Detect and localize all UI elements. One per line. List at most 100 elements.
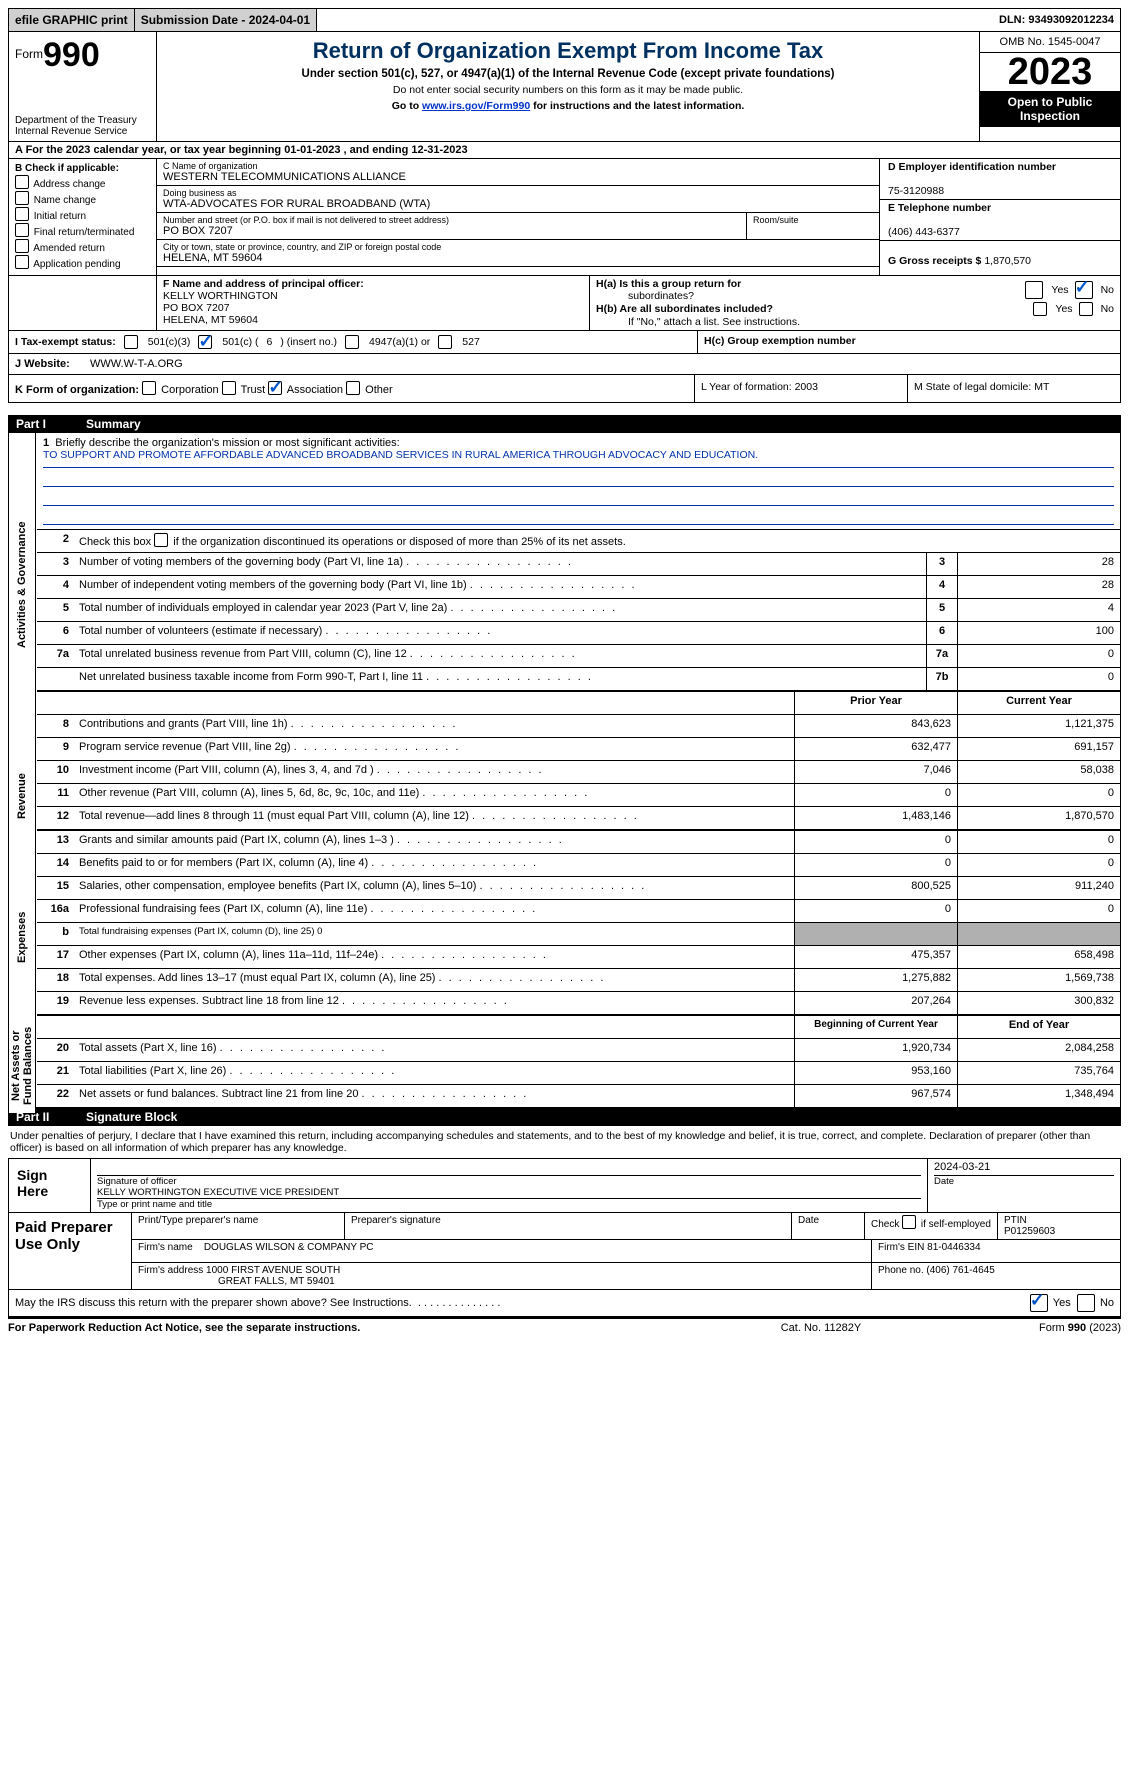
501c-num: 6 [267, 336, 273, 348]
row-box: 5 [926, 599, 957, 621]
row-box: 7a [926, 645, 957, 667]
sig-date-value: 2024-03-21 [934, 1161, 1114, 1176]
row-current: 1,569,738 [957, 969, 1120, 991]
org-name-cell: C Name of organization WESTERN TELECOMMU… [157, 159, 879, 186]
corp-checkbox[interactable] [142, 381, 156, 395]
row-desc: Total fundraising expenses (Part IX, col… [73, 923, 794, 945]
gross-cell: G Gross receipts $ 1,870,570 [880, 241, 1120, 275]
boxb-option[interactable]: Name change [15, 191, 150, 206]
ha-yes-checkbox[interactable] [1025, 281, 1043, 299]
box-b-title: B Check if applicable: [15, 163, 150, 174]
street-row: Number and street (or P.O. box if mail i… [157, 213, 879, 240]
row-desc: Other revenue (Part VIII, column (A), li… [73, 784, 794, 806]
row-prior: 1,920,734 [794, 1039, 957, 1061]
city-label: City or town, state or province, country… [163, 242, 873, 252]
501c3-checkbox[interactable] [124, 335, 138, 349]
self-employed-checkbox[interactable] [902, 1215, 916, 1229]
firm-ein-cell: Firm's EIN 81-0446334 [872, 1240, 1120, 1262]
summary-body: 1 Briefly describe the organization's mi… [37, 433, 1120, 1107]
line1-block: 1 Briefly describe the organization's mi… [37, 433, 1120, 529]
boxb-option[interactable]: Initial return [15, 207, 150, 222]
row-num: 12 [37, 807, 73, 829]
501c-post: ) (insert no.) [280, 336, 337, 348]
firm-name-label: Firm's name [138, 1242, 195, 1253]
4947-checkbox[interactable] [345, 335, 359, 349]
boxb-checkbox[interactable] [15, 207, 29, 221]
row-prior: 0 [794, 831, 957, 853]
boxb-checkbox[interactable] [15, 191, 29, 205]
discuss-no-checkbox[interactable] [1077, 1294, 1095, 1312]
boxb-option[interactable]: Amended return [15, 239, 150, 254]
ha-no-checkbox[interactable] [1075, 281, 1093, 299]
row-prior: 1,483,146 [794, 807, 957, 829]
527-checkbox[interactable] [438, 335, 452, 349]
officer-addr2: HELENA, MT 59604 [163, 314, 258, 326]
row-prior: 0 [794, 784, 957, 806]
row-j: J Website: WWW.W-T-A.ORG [8, 354, 1121, 375]
row-num [37, 668, 73, 690]
discuss-yes-checkbox[interactable] [1030, 1294, 1048, 1312]
line2-desc: Check this box if the organization disco… [73, 530, 1120, 552]
firm-phone-value: (406) 761-4645 [926, 1265, 994, 1276]
row-desc: Net assets or fund balances. Subtract li… [73, 1085, 794, 1107]
box-k: K Form of organization: Corporation Trus… [9, 375, 695, 402]
ssn-note: Do not enter social security numbers on … [161, 84, 975, 96]
hb-note: If "No," attach a list. See instructions… [596, 316, 1114, 328]
501c-checkbox[interactable] [198, 335, 212, 349]
dba-cell: Doing business as WTA-ADVOCATES FOR RURA… [157, 186, 879, 213]
boxb-option[interactable]: Address change [15, 175, 150, 190]
efile-print-button[interactable]: efile GRAPHIC print [9, 9, 135, 31]
summary-row: 3Number of voting members of the governi… [37, 552, 1120, 575]
mission-blank2 [43, 487, 1114, 506]
box-b: B Check if applicable: Address change Na… [9, 159, 157, 275]
row-num: 22 [37, 1085, 73, 1107]
street-label: Number and street (or P.O. box if mail i… [163, 215, 740, 225]
summary-row: 21Total liabilities (Part X, line 26) 95… [37, 1061, 1120, 1084]
current-year-header: Current Year [957, 692, 1120, 714]
summary-row: 15Salaries, other compensation, employee… [37, 876, 1120, 899]
box-l: L Year of formation: 2003 [695, 375, 908, 402]
other-checkbox[interactable] [346, 381, 360, 395]
block-bcd: B Check if applicable: Address change Na… [8, 159, 1121, 275]
527: 527 [462, 336, 480, 348]
boxb-option[interactable]: Final return/terminated [15, 223, 150, 238]
row-current: 691,157 [957, 738, 1120, 760]
row-current: 1,870,570 [957, 807, 1120, 829]
prep-selfemp: Check if self-employed [865, 1213, 998, 1239]
website-label: J Website: [15, 358, 90, 370]
row-current: 58,038 [957, 761, 1120, 783]
mission-blank3 [43, 506, 1114, 525]
firm-addr-label: Firm's address [138, 1265, 206, 1276]
dept-treasury: Department of the Treasury [15, 115, 150, 126]
hb-no-checkbox[interactable] [1079, 302, 1093, 316]
boxb-option[interactable]: Application pending [15, 255, 150, 270]
row-box: 4 [926, 576, 957, 598]
boxb-checkbox[interactable] [15, 239, 29, 253]
tax-exempt-status: I Tax-exempt status: 501(c)(3) 501(c) (6… [9, 331, 698, 353]
row-prior: 1,275,882 [794, 969, 957, 991]
top-bar: efile GRAPHIC print Submission Date - 20… [8, 8, 1121, 32]
row-prior: 843,623 [794, 715, 957, 737]
firm-ein-label: Firm's EIN [878, 1242, 927, 1253]
assoc: Association [287, 384, 343, 396]
line2-checkbox[interactable] [154, 533, 168, 547]
row-num: 6 [37, 622, 73, 644]
boxb-checkbox[interactable] [15, 223, 29, 237]
row-fh: F Name and address of principal officer:… [8, 275, 1121, 331]
hb-yes-checkbox[interactable] [1033, 302, 1047, 316]
501c3: 501(c)(3) [148, 336, 191, 348]
header-left: Form990 Department of the Treasury Inter… [9, 32, 157, 141]
line2-row: 2 Check this box if the organization dis… [37, 529, 1120, 552]
net-header-row: Beginning of Current Year End of Year [37, 1014, 1120, 1038]
irs-link[interactable]: www.irs.gov/Form990 [422, 100, 530, 112]
assoc-checkbox[interactable] [268, 381, 282, 395]
officer-sig-line[interactable] [97, 1161, 921, 1176]
street-value: PO BOX 7207 [163, 225, 740, 237]
hc-cell: H(c) Group exemption number [698, 331, 1120, 353]
boxb-checkbox[interactable] [15, 255, 29, 269]
row-num: 15 [37, 877, 73, 899]
boxb-checkbox[interactable] [15, 175, 29, 189]
row-box: 6 [926, 622, 957, 644]
trust-checkbox[interactable] [222, 381, 236, 395]
row-prior: 632,477 [794, 738, 957, 760]
